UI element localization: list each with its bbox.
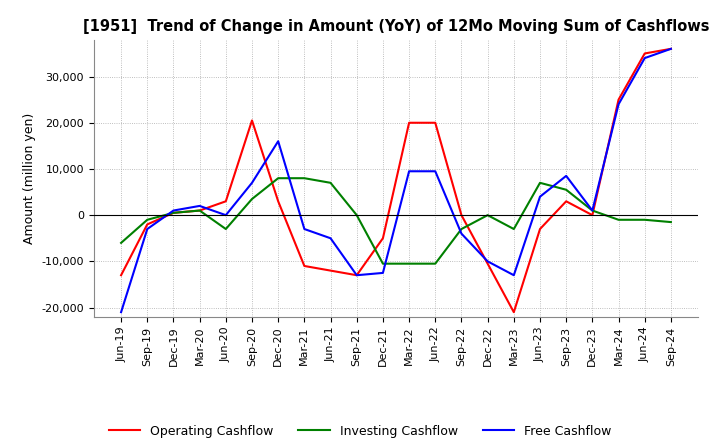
Investing Cashflow [431, 261, 440, 266]
Free Cashflow [562, 173, 570, 179]
Investing Cashflow [405, 261, 413, 266]
Operating Cashflow [248, 118, 256, 123]
Y-axis label: Amount (million yen): Amount (million yen) [23, 113, 36, 244]
Free Cashflow [457, 231, 466, 236]
Investing Cashflow [457, 226, 466, 231]
Investing Cashflow [169, 210, 178, 216]
Free Cashflow [536, 194, 544, 199]
Operating Cashflow [457, 213, 466, 218]
Operating Cashflow [352, 272, 361, 278]
Operating Cashflow [143, 222, 152, 227]
Investing Cashflow [510, 226, 518, 231]
Investing Cashflow [536, 180, 544, 185]
Investing Cashflow [248, 196, 256, 202]
Operating Cashflow [169, 210, 178, 216]
Operating Cashflow [274, 198, 282, 204]
Free Cashflow [326, 235, 335, 241]
Free Cashflow [352, 272, 361, 278]
Operating Cashflow [510, 309, 518, 315]
Operating Cashflow [222, 198, 230, 204]
Operating Cashflow [536, 226, 544, 231]
Operating Cashflow [614, 97, 623, 102]
Investing Cashflow [352, 213, 361, 218]
Investing Cashflow [326, 180, 335, 185]
Free Cashflow [510, 272, 518, 278]
Investing Cashflow [300, 176, 309, 181]
Operating Cashflow [379, 235, 387, 241]
Investing Cashflow [640, 217, 649, 222]
Line: Investing Cashflow: Investing Cashflow [121, 178, 671, 264]
Investing Cashflow [274, 176, 282, 181]
Line: Free Cashflow: Free Cashflow [121, 49, 671, 312]
Investing Cashflow [195, 208, 204, 213]
Investing Cashflow [483, 213, 492, 218]
Free Cashflow [640, 55, 649, 61]
Investing Cashflow [562, 187, 570, 192]
Free Cashflow [405, 169, 413, 174]
Operating Cashflow [117, 272, 125, 278]
Operating Cashflow [588, 213, 597, 218]
Line: Operating Cashflow: Operating Cashflow [121, 49, 671, 312]
Free Cashflow [667, 46, 675, 51]
Operating Cashflow [640, 51, 649, 56]
Operating Cashflow [431, 120, 440, 125]
Free Cashflow [379, 270, 387, 275]
Operating Cashflow [195, 208, 204, 213]
Operating Cashflow [562, 198, 570, 204]
Operating Cashflow [667, 46, 675, 51]
Operating Cashflow [405, 120, 413, 125]
Free Cashflow [143, 226, 152, 231]
Free Cashflow [222, 213, 230, 218]
Operating Cashflow [300, 263, 309, 268]
Free Cashflow [300, 226, 309, 231]
Investing Cashflow [143, 217, 152, 222]
Free Cashflow [274, 139, 282, 144]
Investing Cashflow [667, 220, 675, 225]
Free Cashflow [195, 203, 204, 209]
Investing Cashflow [222, 226, 230, 231]
Investing Cashflow [588, 208, 597, 213]
Free Cashflow [248, 180, 256, 185]
Free Cashflow [483, 259, 492, 264]
Investing Cashflow [117, 240, 125, 246]
Free Cashflow [431, 169, 440, 174]
Investing Cashflow [614, 217, 623, 222]
Operating Cashflow [483, 261, 492, 266]
Title: [1951]  Trend of Change in Amount (YoY) of 12Mo Moving Sum of Cashflows: [1951] Trend of Change in Amount (YoY) o… [83, 19, 709, 34]
Legend: Operating Cashflow, Investing Cashflow, Free Cashflow: Operating Cashflow, Investing Cashflow, … [104, 420, 616, 440]
Free Cashflow [614, 102, 623, 107]
Operating Cashflow [326, 268, 335, 273]
Investing Cashflow [379, 261, 387, 266]
Free Cashflow [169, 208, 178, 213]
Free Cashflow [117, 309, 125, 315]
Free Cashflow [588, 208, 597, 213]
